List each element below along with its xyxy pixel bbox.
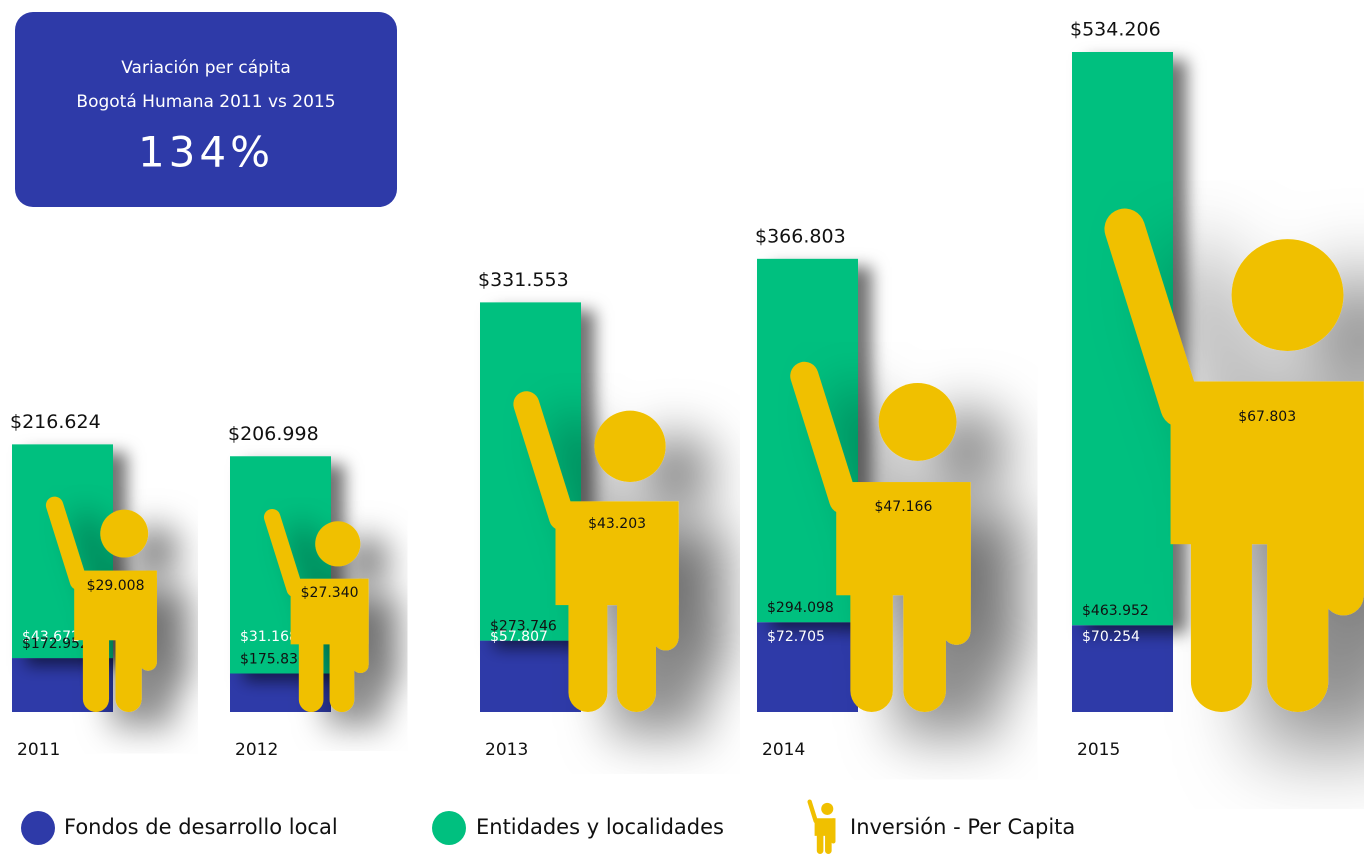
- per-capita-label: $67.803: [1238, 409, 1296, 425]
- figure-leg: [903, 570, 946, 712]
- annotation-line: Bogotá Humana 2011 vs 2015: [76, 92, 335, 112]
- annotation-value: 134%: [138, 128, 274, 177]
- figure-arm: [942, 482, 971, 645]
- figure-leg: [1190, 508, 1252, 712]
- segment-label: $273.746: [490, 619, 557, 635]
- figure-arm: [263, 509, 303, 598]
- per-capita-figure: [263, 509, 369, 712]
- annotation-line: Variación per cápita: [121, 58, 291, 78]
- annotation-box: [15, 12, 397, 207]
- figure-head: [315, 521, 361, 567]
- total-label: $366.803: [755, 225, 846, 247]
- figure-leg: [82, 624, 110, 712]
- figure-head: [594, 410, 666, 482]
- legend-swatch: [21, 811, 55, 845]
- segment-label: $294.098: [767, 600, 834, 616]
- per-capita-label: $29.008: [87, 578, 145, 594]
- legend-swatch: [432, 811, 466, 845]
- figure-leg: [329, 629, 355, 712]
- figure-arm: [831, 818, 836, 844]
- figure-leg: [1267, 508, 1329, 712]
- segment-label: $172.952: [22, 636, 89, 652]
- figure-arm: [1323, 381, 1364, 616]
- figure-arm: [139, 570, 157, 671]
- bar-segment: [1072, 625, 1173, 712]
- x-tick-label: 2013: [485, 740, 528, 760]
- legend-swatch: [807, 799, 836, 854]
- total-label: $216.624: [10, 411, 101, 433]
- segment-label: $70.254: [1082, 629, 1140, 645]
- figure-torso: [814, 818, 836, 836]
- figure-arm: [1104, 208, 1202, 428]
- per-capita-figure: [45, 496, 157, 712]
- x-tick-label: 2014: [762, 740, 805, 760]
- figure-arm: [652, 501, 679, 651]
- figure-leg: [298, 629, 324, 712]
- figure-leg: [825, 832, 832, 854]
- segment-label: $43.672: [22, 629, 80, 645]
- figure-arm: [45, 496, 88, 591]
- segment-label: $31.168: [240, 629, 298, 645]
- per-capita-figure: [1104, 208, 1364, 712]
- figure-leg: [850, 570, 893, 712]
- legend-label: Inversión - Per Capita: [850, 815, 1075, 839]
- total-label: $206.998: [228, 423, 319, 445]
- per-capita-label: $47.166: [874, 499, 932, 515]
- legend-label: Entidades y localidades: [476, 815, 724, 839]
- per-capita-figure: [790, 361, 971, 712]
- segment-label: $175.830: [240, 651, 307, 667]
- figure-leg: [568, 582, 608, 712]
- figure-arm: [352, 578, 369, 674]
- figure-arm: [807, 799, 818, 824]
- figure-leg: [617, 582, 656, 712]
- bar-segment: [757, 622, 858, 712]
- legend-label: Fondos de desarrollo local: [64, 815, 338, 839]
- x-tick-label: 2012: [235, 740, 278, 760]
- figure-head: [100, 509, 149, 558]
- x-tick-label: 2015: [1077, 740, 1120, 760]
- figure-leg: [816, 832, 824, 854]
- figure-arm: [790, 361, 858, 514]
- per-capita-figure: [513, 391, 679, 712]
- figure-leg: [115, 624, 142, 712]
- x-tick-label: 2011: [17, 740, 60, 760]
- per-capita-label: $27.340: [301, 585, 359, 601]
- total-label: $534.206: [1070, 19, 1161, 41]
- per-capita-label: $43.203: [588, 516, 646, 532]
- figure-head: [1231, 239, 1344, 351]
- segment-label: $72.705: [767, 629, 825, 645]
- figure-head: [821, 802, 834, 815]
- segment-label: $57.807: [490, 629, 548, 645]
- bar-segment: [480, 640, 581, 712]
- total-label: $331.553: [478, 269, 569, 291]
- segment-label: $463.952: [1082, 603, 1149, 619]
- figure-head: [878, 383, 957, 461]
- figure-arm: [513, 391, 575, 531]
